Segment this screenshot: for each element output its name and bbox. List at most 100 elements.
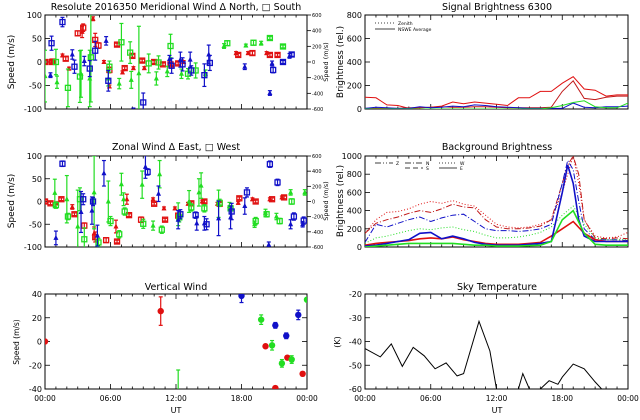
- point-square: [107, 217, 114, 225]
- xlabel-skytemp: UT: [492, 406, 503, 415]
- point-square: [252, 217, 259, 225]
- point-triangle: [258, 40, 264, 46]
- point-square: [49, 58, 56, 65]
- point-square: [177, 211, 184, 218]
- point-triangle: [136, 70, 142, 76]
- point-square: [59, 18, 66, 26]
- point-square: [158, 226, 165, 233]
- point-square: [263, 211, 270, 218]
- series-red-W: [365, 156, 628, 239]
- point-square: [249, 49, 256, 57]
- point-square: [252, 198, 259, 205]
- point-square: [266, 34, 274, 42]
- point-square: [250, 39, 257, 46]
- x-tick-label: 00:00: [34, 394, 56, 403]
- ylabel-zonal: Speed (m/s): [7, 174, 17, 229]
- point-triangle: [161, 205, 167, 211]
- series-green: [52, 156, 307, 247]
- point-dot: [303, 296, 307, 303]
- point-triangle: [164, 68, 170, 74]
- y-right-tick-label: 0: [312, 60, 315, 66]
- point-triangle: [52, 189, 58, 195]
- point-triangle: [89, 207, 95, 213]
- y-tick-label: 0: [37, 198, 42, 207]
- y-right-tick-label: -400: [312, 91, 323, 97]
- x-tick-label: 12:00: [486, 394, 508, 403]
- series-green-W: [365, 205, 628, 244]
- point-triangle: [288, 221, 294, 227]
- point-triangle: [156, 190, 162, 196]
- point-square: [216, 199, 223, 207]
- plot-zonal: 100 50 0 -50 -100 600 400 200 0 -200 -400 -600: [24, 152, 324, 252]
- point-triangle: [216, 215, 222, 221]
- point-square: [279, 43, 287, 50]
- point-triangle: [141, 65, 147, 71]
- y-tick-label: -50: [29, 82, 42, 91]
- legend-label: E: [460, 166, 463, 172]
- legend-label: W: [460, 161, 465, 167]
- point-triangle: [228, 214, 234, 220]
- point-triangle: [269, 60, 275, 66]
- y-right-tick-label: 0: [312, 200, 315, 206]
- point-triangle: [242, 203, 248, 209]
- point-square: [81, 236, 88, 243]
- title-meridional: Resolute 2016350 Meridional Wind Δ North…: [51, 2, 302, 13]
- point-square: [224, 40, 231, 47]
- point-triangle: [75, 223, 81, 229]
- plot-background: 1000 800 600 400 200 0 Z NS WE: [342, 152, 629, 252]
- point-triangle: [90, 15, 96, 21]
- y-tick-label: 100: [27, 11, 42, 20]
- point-triangle: [177, 56, 183, 62]
- y-tick-label: 100: [27, 152, 42, 161]
- ylabel-skytemp: (K): [333, 336, 342, 348]
- xlabel-vertical: UT: [171, 406, 182, 415]
- point-square: [201, 72, 208, 79]
- point-triangle: [91, 189, 97, 195]
- point-square: [80, 196, 87, 203]
- point-triangle: [120, 69, 126, 75]
- x-tick-label: 00:00: [617, 394, 639, 403]
- point-square: [127, 49, 134, 56]
- point-dot: [272, 384, 279, 389]
- point-square: [118, 39, 125, 46]
- plot-meridional: 100 50 0 -50 -100 600 400 200 0 -200 -400 -600: [24, 11, 324, 114]
- point-dot: [45, 338, 49, 345]
- series-blue: [238, 294, 302, 340]
- point-triangle: [150, 196, 156, 202]
- plot-frame: [44, 293, 308, 390]
- series-green-E: [365, 209, 628, 247]
- point-square: [140, 220, 147, 227]
- point-triangle: [54, 79, 60, 85]
- point-square: [102, 237, 110, 244]
- point-square: [113, 238, 121, 245]
- point-triangle: [235, 199, 241, 205]
- y-tick-label: 20: [32, 314, 42, 323]
- x-tick-label: 06:00: [420, 394, 442, 403]
- point-triangle: [78, 208, 84, 214]
- point-triangle: [243, 42, 249, 48]
- series-blue-N: [365, 159, 628, 243]
- point-square: [59, 160, 66, 167]
- point-triangle: [153, 75, 159, 81]
- point-square: [188, 67, 195, 74]
- point-square: [144, 168, 151, 176]
- point-square: [280, 194, 288, 201]
- point-square: [116, 231, 123, 238]
- y-right-tick-label: -200: [312, 76, 323, 82]
- point-square: [48, 40, 55, 47]
- point-square: [167, 42, 174, 50]
- y-tick-label: 400: [347, 207, 362, 216]
- legend-label: Zenith: [398, 21, 413, 27]
- point-dot: [278, 360, 286, 367]
- legend: Z NS WE: [375, 161, 465, 172]
- point-square: [300, 217, 307, 224]
- x-tick-label: 00:00: [354, 394, 376, 403]
- point-square: [121, 64, 128, 72]
- point-triangle: [175, 216, 181, 222]
- y-tick-label: -40: [29, 385, 42, 394]
- point-triangle: [221, 43, 227, 49]
- point-square: [76, 196, 84, 203]
- y-tick-label: 600: [347, 35, 362, 44]
- series-red: [45, 15, 281, 89]
